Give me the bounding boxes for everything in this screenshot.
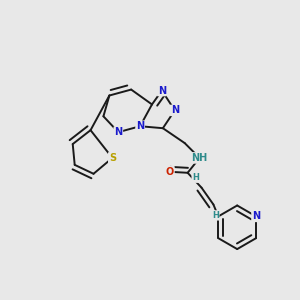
Text: N: N bbox=[158, 85, 166, 96]
Text: N: N bbox=[252, 212, 260, 221]
Text: O: O bbox=[166, 167, 174, 177]
Text: N: N bbox=[171, 105, 179, 116]
Text: H: H bbox=[212, 211, 219, 220]
Text: S: S bbox=[109, 153, 116, 163]
Text: NH: NH bbox=[191, 153, 208, 163]
Text: H: H bbox=[192, 173, 199, 182]
Text: N: N bbox=[136, 121, 144, 131]
Text: N: N bbox=[114, 127, 122, 137]
